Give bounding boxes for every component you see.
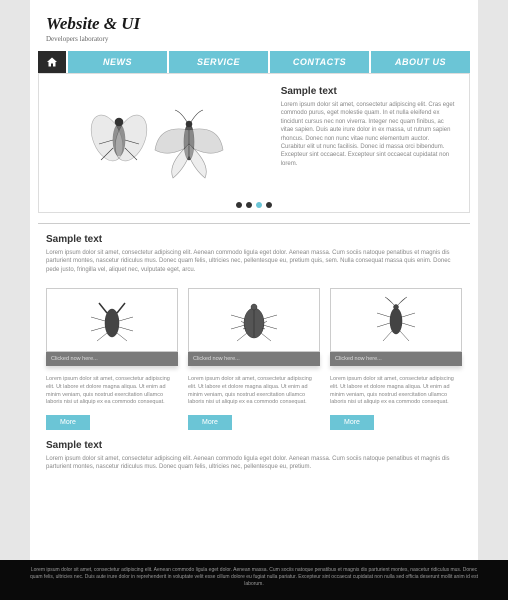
bottom-section: Sample text Lorem ipsum dolor sit amet, … [30,430,478,476]
beetle-icon [361,295,431,345]
site-title: Website & UI [46,14,462,34]
card-1-image [46,288,178,352]
hero-body: Lorem ipsum dolor sit amet, consectetur … [281,101,455,168]
header: Website & UI Developers laboratory [30,0,478,51]
insect-illustration-icon [81,88,241,198]
card-3-bar[interactable]: Clicked now here... [330,352,462,366]
intro-body: Lorem ipsum dolor sit amet, consectetur … [46,249,462,274]
nav-home-button[interactable] [38,51,66,73]
card-3: Clicked now here... Lorem ipsum dolor si… [330,288,462,430]
card-1-more-button[interactable]: More [46,415,90,430]
home-icon [46,56,58,68]
card-1-bar[interactable]: Clicked now here... [46,352,178,366]
card-2: Clicked now here... Lorem ipsum dolor si… [188,288,320,430]
footer: Lorem ipsum dolor sit amet, consectetur … [0,560,508,600]
hero-image [47,82,275,204]
card-2-image [188,288,320,352]
hero-section: Sample text Lorem ipsum dolor sit amet, … [38,73,470,213]
beetle-icon [77,295,147,345]
main-nav: NEWS SERVICE CONTACTS ABOUT US [30,51,478,73]
card-2-text: Lorem ipsum dolor sit amet, consectetur … [188,376,320,407]
page-container: Website & UI Developers laboratory NEWS … [30,0,478,560]
dot-3[interactable] [256,202,262,208]
bottom-body: Lorem ipsum dolor sit amet, consectetur … [46,455,462,472]
card-3-more-button[interactable]: More [330,415,374,430]
intro-title: Sample text [46,234,462,245]
nav-item-contacts[interactable]: CONTACTS [270,51,369,73]
nav-item-about[interactable]: ABOUT US [371,51,470,73]
nav-item-news[interactable]: NEWS [68,51,167,73]
beetle-icon [219,295,289,345]
card-2-more-button[interactable]: More [188,415,232,430]
hero-title: Sample text [281,86,455,97]
site-subtitle: Developers laboratory [46,35,462,43]
bottom-title: Sample text [46,440,462,451]
intro-section: Sample text Lorem ipsum dolor sit amet, … [30,224,478,278]
dot-4[interactable] [266,202,272,208]
carousel-dots [236,202,272,208]
hero-text-block: Sample text Lorem ipsum dolor sit amet, … [275,82,461,204]
card-3-image [330,288,462,352]
nav-item-service[interactable]: SERVICE [169,51,268,73]
card-1: Clicked now here... Lorem ipsum dolor si… [46,288,178,430]
footer-text: Lorem ipsum dolor sit amet, consectetur … [30,567,478,588]
dot-1[interactable] [236,202,242,208]
card-2-bar[interactable]: Clicked now here... [188,352,320,366]
card-3-text: Lorem ipsum dolor sit amet, consectetur … [330,376,462,407]
card-row: Clicked now here... Lorem ipsum dolor si… [30,278,478,430]
card-1-text: Lorem ipsum dolor sit amet, consectetur … [46,376,178,407]
dot-2[interactable] [246,202,252,208]
